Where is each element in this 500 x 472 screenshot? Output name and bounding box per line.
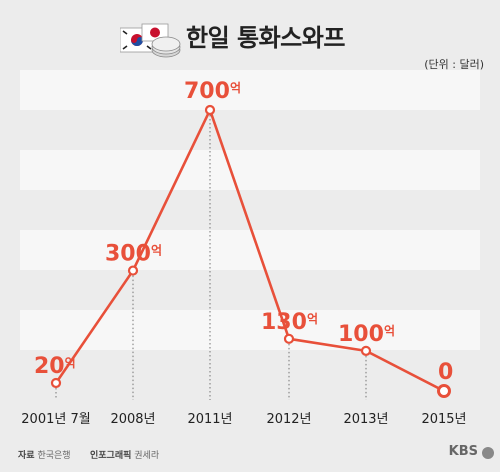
data-label-number: 20 [34,354,65,379]
data-label: 0 [438,360,453,385]
data-point [50,377,62,389]
footer: 자료 한국은행 인포그래픽 권세라 KBS [0,444,500,464]
data-label: 300억 [105,242,162,267]
series-line [54,108,445,393]
data-label-unit: 억 [384,324,395,338]
data-label-unit: 억 [151,244,162,258]
unit-label: (단위 : 달러) [424,58,484,71]
grid-band [20,310,480,350]
data-label-number: 0 [438,360,453,385]
grid-band [20,230,480,270]
data-label-number: 100 [338,322,384,347]
data-label-number: 130 [261,310,307,335]
data-label: 130억 [261,310,318,335]
x-tick-label: 2001년 7월 [21,412,90,427]
data-label-number: 300 [105,242,151,267]
data-point [437,384,451,398]
data-point [360,345,372,356]
x-tick-label: 2013년 [343,412,388,427]
x-tick-label: 2015년 [421,412,466,427]
data-label: 100억 [338,322,395,347]
data-label-unit: 억 [230,81,241,95]
data-label-unit: 억 [65,356,76,370]
credit-value: 권세라 [134,451,160,461]
grid-band [20,150,480,190]
chart-title: 한일 통화스와프 [186,24,345,52]
data-label: 20억 [34,354,76,379]
title-row: 한일 통화스와프 [0,10,500,58]
source-value: 한국은행 [37,451,71,461]
data-point [127,265,139,276]
data-label: 700억 [184,79,241,104]
source-credit: 자료 한국은행 [18,448,71,461]
data-label-unit: 억 [307,312,318,326]
data-point [204,104,216,116]
x-tick-label: 2011년 [187,412,232,427]
data-point [283,333,295,344]
graphic-credit: 인포그래픽 권세라 [90,448,159,461]
source-label: 자료 [18,451,35,461]
x-tick-label: 2008년 [110,412,155,427]
korea-japan-flags-icon [120,23,181,58]
data-label-number: 700 [184,79,230,104]
kbs-logo: KBS [448,444,478,459]
grid-band [20,70,480,110]
x-tick-label: 2012년 [266,412,311,427]
credit-label: 인포그래픽 [90,451,132,461]
kbs-logo-mark-icon [482,447,494,459]
